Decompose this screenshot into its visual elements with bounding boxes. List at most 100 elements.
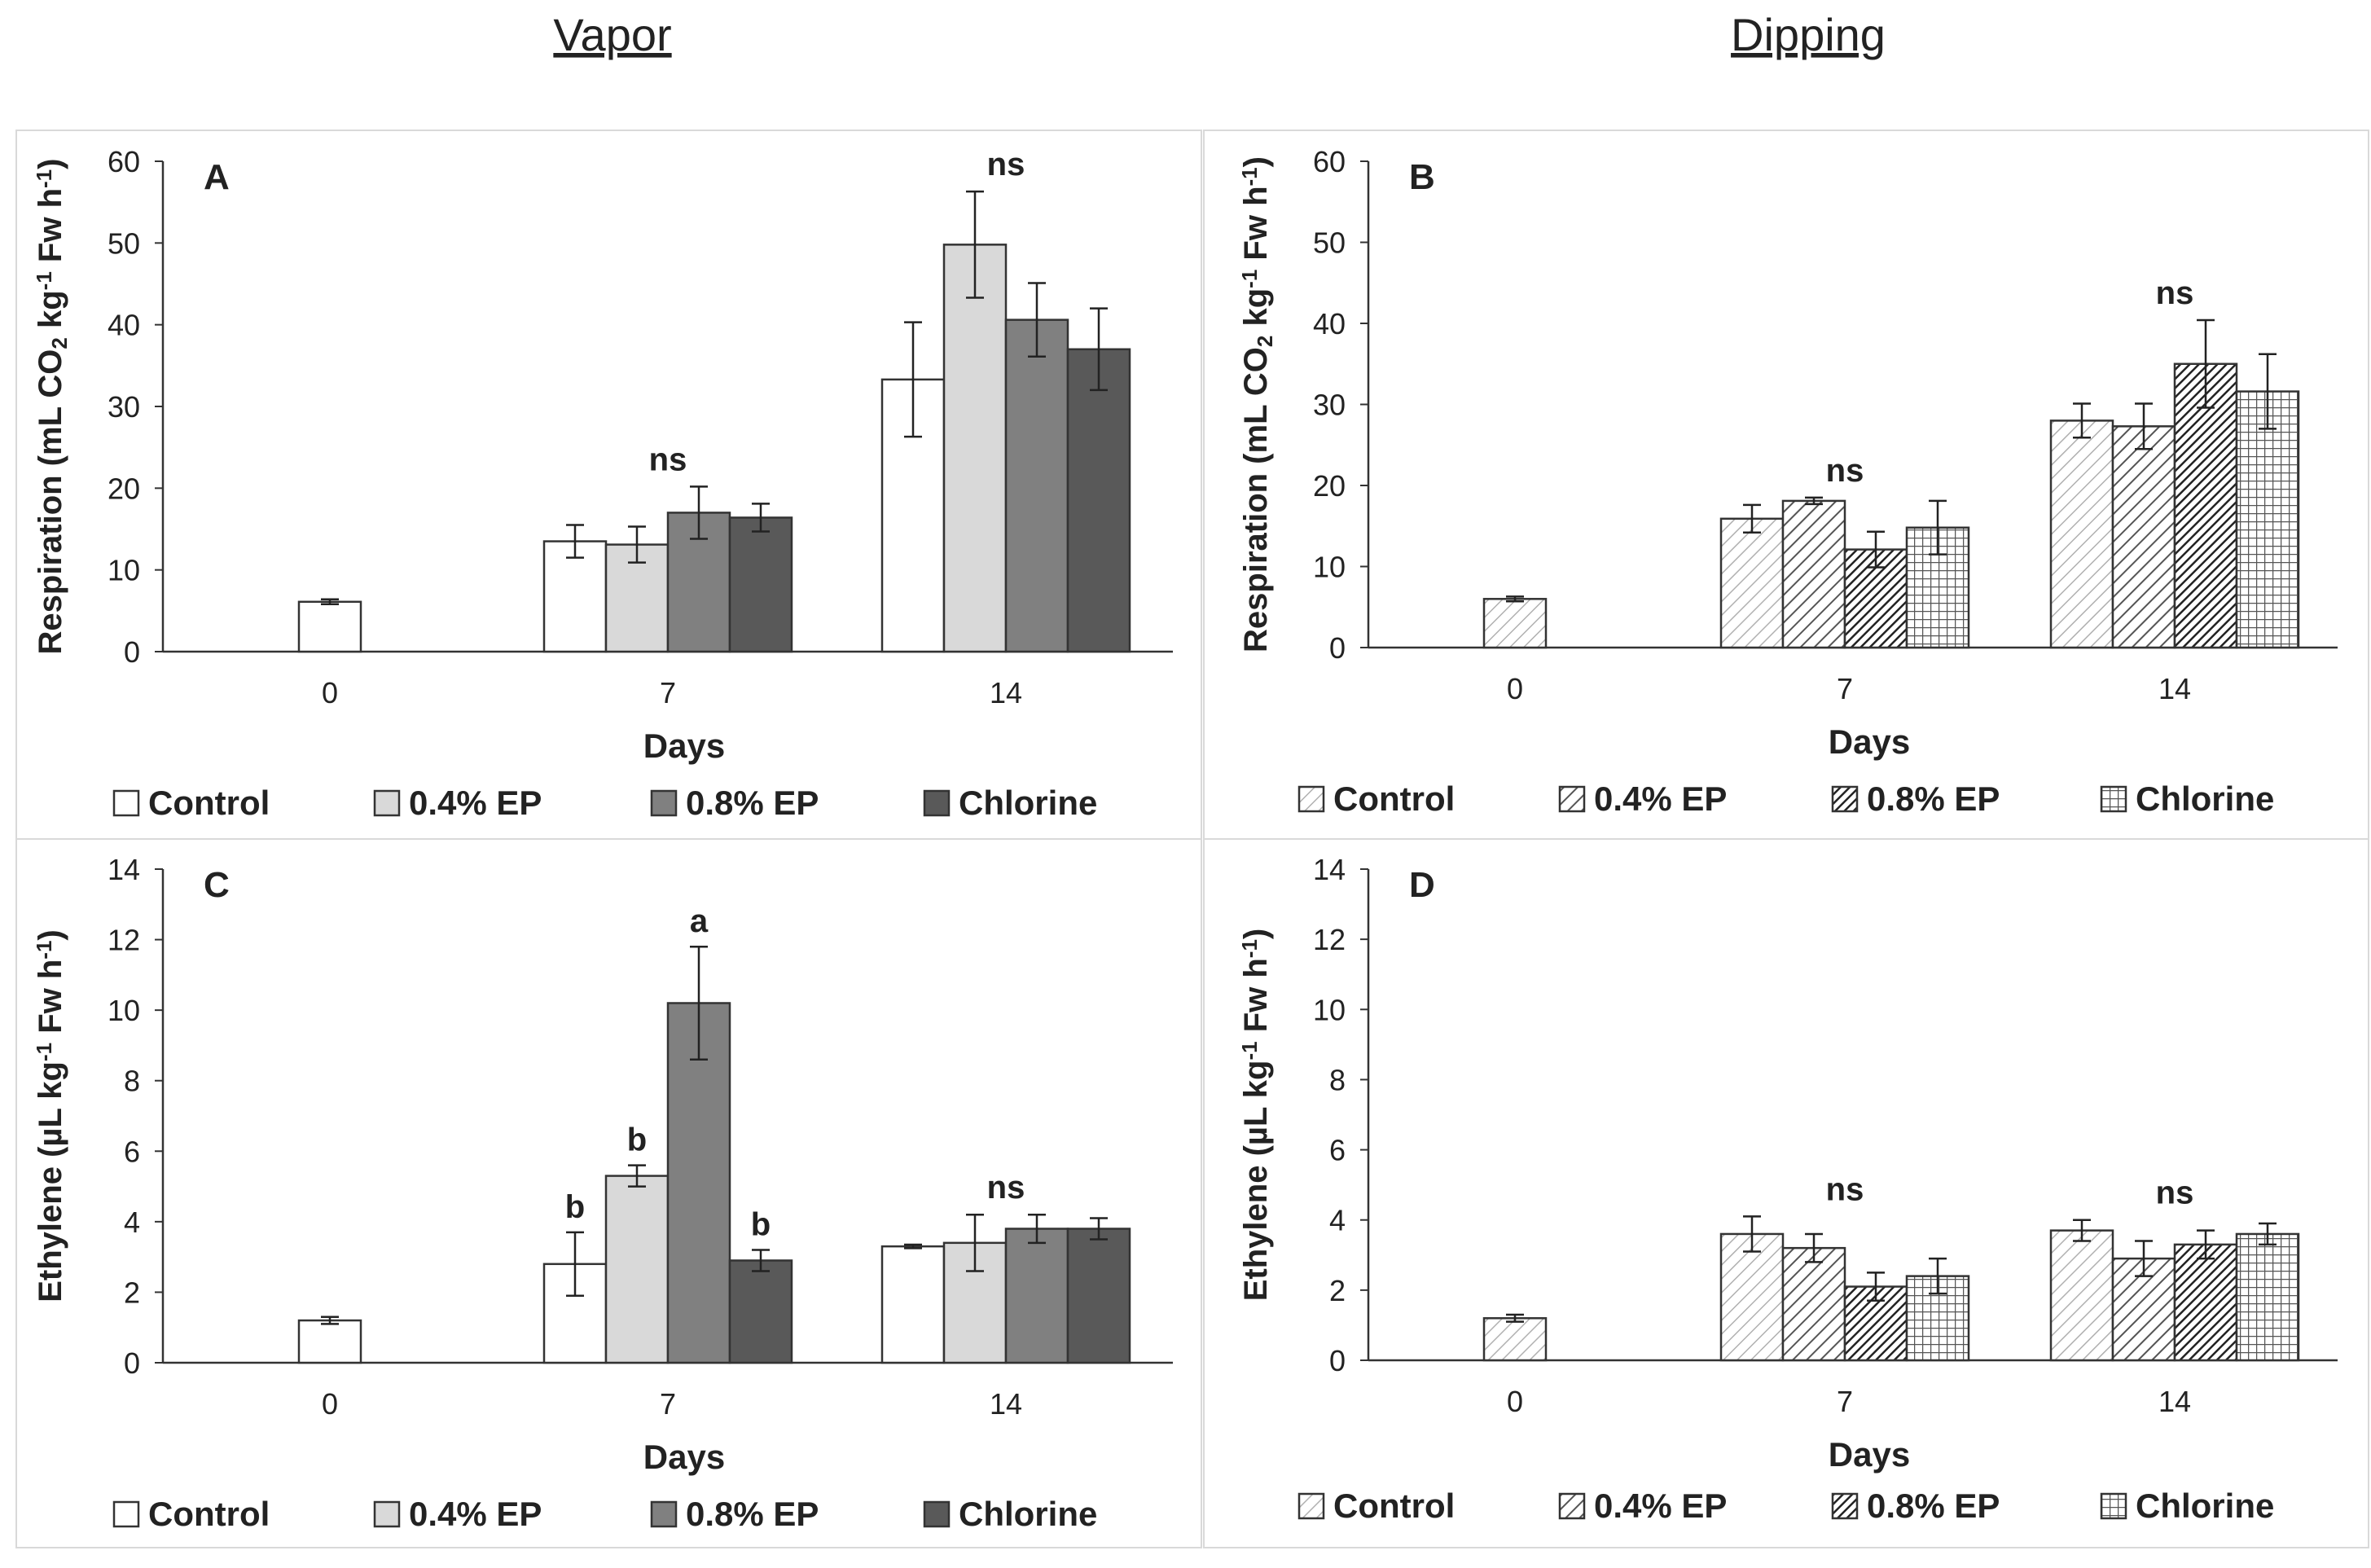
legend-label: Chlorine (2136, 780, 2274, 818)
y-tick-label: 10 (108, 554, 140, 587)
significance-letter: b (627, 1122, 647, 1158)
y-tick-label: 2 (1329, 1274, 1346, 1307)
y-axis-label-part: Respiration (mL CO (1238, 347, 1274, 652)
y-tick-label: 6 (124, 1135, 140, 1168)
legend-swatch (1831, 785, 1859, 813)
legend-label: 0.4% EP (409, 1495, 542, 1533)
bar (1004, 1228, 1069, 1364)
y-tick-label: 10 (1313, 993, 1346, 1026)
y-axis-label: Respiration (mL CO2 kg-1 Fw h-1) (1237, 156, 1276, 652)
bar (1781, 499, 1846, 649)
y-axis-label-part: Fw h (1238, 958, 1274, 1041)
bar (942, 244, 1008, 653)
bar (880, 1245, 946, 1364)
x-axis-label: Days (1829, 723, 1910, 761)
x-tick-label: 7 (1837, 672, 1853, 705)
header-dipping: Dipping (1731, 9, 1886, 60)
significance-annotation: ns (649, 441, 687, 477)
legend-label: Chlorine (959, 1495, 1097, 1533)
x-axis-label: Days (643, 1438, 725, 1476)
y-tick-label: 6 (1329, 1134, 1346, 1167)
legend-swatch (112, 1500, 140, 1528)
y-tick-label: 8 (124, 1065, 140, 1098)
bar (2111, 425, 2176, 649)
y-tick-label: 60 (108, 145, 140, 178)
legend-swatch (1297, 1492, 1325, 1520)
legend-swatch (2100, 1492, 2127, 1520)
y-tick-label: 0 (1329, 631, 1346, 665)
y-axis-label-part: 2 (47, 337, 72, 349)
y-tick-label: 10 (1313, 551, 1346, 584)
panel-frame (15, 838, 1202, 1548)
y-axis-label-part: ) (33, 159, 68, 169)
x-axis-label: Days (643, 727, 725, 765)
y-tick-label: 0 (124, 635, 140, 669)
y-axis-label-part: Respiration (mL CO (33, 349, 68, 655)
significance-letter: b (565, 1189, 585, 1225)
legend-label: 0.8% EP (1867, 780, 2000, 818)
y-tick-label: 30 (108, 390, 140, 424)
legend-label: Chlorine (2136, 1487, 2274, 1525)
legend-swatch (650, 1500, 678, 1528)
panel-frame (1203, 838, 2369, 1548)
legend-swatch (923, 1500, 951, 1528)
legend-swatch (112, 789, 140, 817)
legend-swatch (1558, 785, 1586, 813)
bar (1781, 1246, 1846, 1362)
y-axis-label: Ethylene (µL kg-1 Fw h-1) (32, 929, 68, 1302)
y-axis-label-part: -1 (1237, 270, 1262, 288)
bar (2049, 1229, 2114, 1362)
legend-swatch (1558, 1492, 1586, 1520)
y-tick-label: 10 (108, 994, 140, 1027)
legend-swatch (650, 789, 678, 817)
bar (728, 516, 793, 653)
bar (2173, 1243, 2238, 1362)
y-tick-label: 30 (1313, 389, 1346, 422)
y-tick-label: 20 (1313, 469, 1346, 503)
legend-label: 0.8% EP (686, 784, 819, 822)
y-tick-label: 40 (1313, 307, 1346, 340)
y-axis-label-part: ) (1238, 929, 1274, 939)
bar (1719, 1232, 1785, 1362)
x-tick-label: 14 (2158, 1385, 2191, 1418)
bar (1719, 517, 1785, 649)
legend-label: Control (148, 784, 270, 822)
y-tick-label: 14 (1313, 853, 1346, 886)
bar (1482, 598, 1548, 649)
y-tick-label: 60 (1313, 145, 1346, 178)
y-axis-label-part: -1 (32, 271, 56, 290)
legend-label: Chlorine (959, 784, 1097, 822)
y-axis-label-part: Fw h (1238, 186, 1274, 269)
x-tick-label: 0 (1507, 672, 1523, 705)
panel-label: A (204, 157, 230, 197)
significance-annotation: ns (1826, 1171, 1864, 1207)
x-tick-label: 0 (322, 676, 338, 709)
bar (2235, 1232, 2300, 1362)
y-tick-label: 12 (1313, 923, 1346, 956)
panel-label: D (1409, 865, 1435, 905)
x-tick-label: 0 (322, 1387, 338, 1421)
y-tick-label: 0 (124, 1346, 140, 1380)
significance-letter: a (690, 903, 709, 939)
legend-swatch (923, 789, 951, 817)
significance-annotation: ns (987, 1170, 1025, 1206)
y-tick-label: 50 (1313, 226, 1346, 260)
bar (728, 1259, 793, 1364)
y-tick-label: 12 (108, 924, 140, 957)
bar (1482, 1317, 1548, 1362)
y-axis-label-part: -1 (32, 169, 56, 188)
y-tick-label: 8 (1329, 1063, 1346, 1096)
y-tick-label: 50 (108, 226, 140, 260)
y-tick-label: 2 (124, 1276, 140, 1309)
legend-label: 0.4% EP (1594, 1487, 1727, 1525)
legend-label: 0.8% EP (686, 1495, 819, 1533)
y-axis-label-part: -1 (1237, 939, 1262, 958)
y-tick-label: 4 (1329, 1204, 1346, 1237)
x-tick-label: 7 (660, 676, 676, 709)
legend-label: Control (1333, 780, 1455, 818)
x-tick-label: 7 (660, 1387, 676, 1421)
y-tick-label: 4 (124, 1206, 140, 1239)
